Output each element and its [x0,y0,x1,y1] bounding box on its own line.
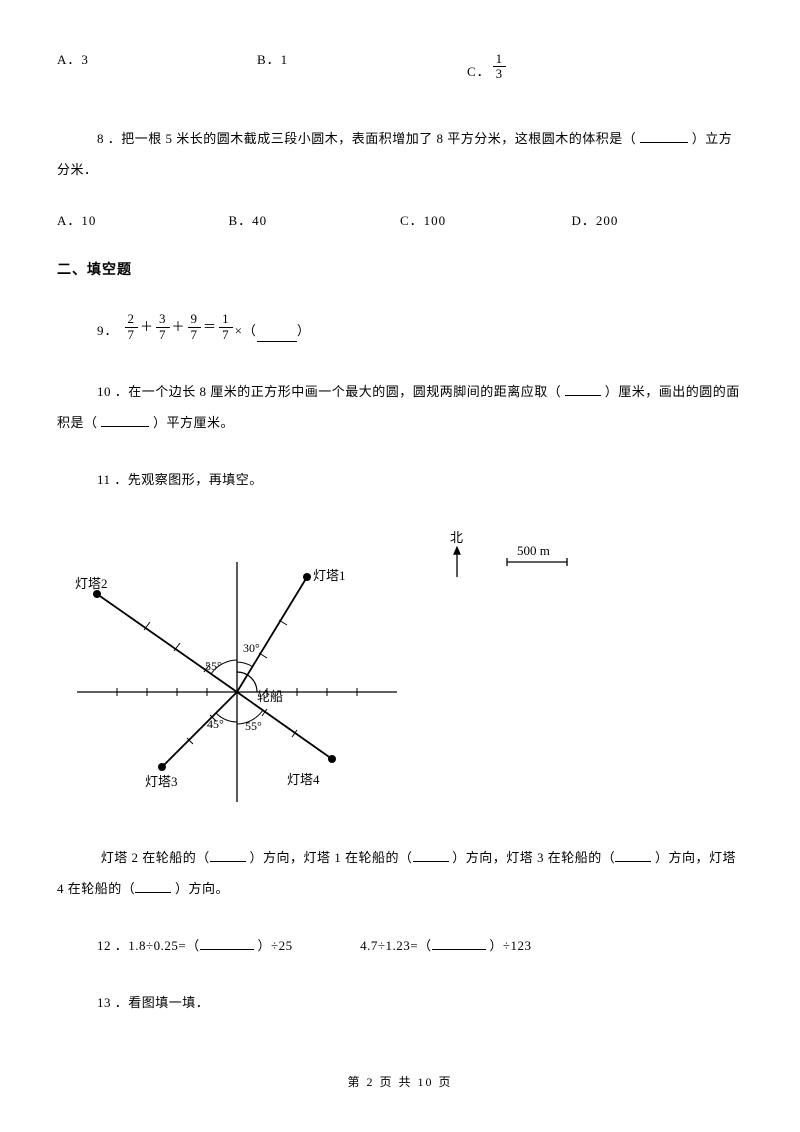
q9: 9． 27 ＋ 37 ＋ 97 ＝ 17 × （ ） [57,312,743,342]
q9-num: 9． [97,321,119,342]
q10-blank2 [101,414,149,427]
q11-diagram: 北 500 m 灯塔1 灯塔2 灯塔3 灯塔4 轮船 30° 55° 45° 5… [57,522,577,822]
q9-f2: 37 [156,312,170,342]
q11b-t3: ）方向，灯塔 3 在轮船的（ [452,850,615,865]
l3-label: 灯塔3 [145,774,178,789]
blank [135,880,171,893]
q8-b: B．40 [229,211,401,232]
q11b-t5: ）方向。 [175,881,229,896]
q13: 13 ．看图填一填． [57,987,743,1018]
page-footer: 第 2 页 共 10 页 [0,1073,800,1092]
eq: ＝ [203,317,217,338]
q7-c-fraction: 1 3 [493,52,507,82]
q9-f4: 17 [219,312,233,342]
q12: 12 ．1.8÷0.25=（ ）÷25 4.7÷1.23=（ ）÷123 [57,930,743,961]
frac-num: 1 [493,52,507,67]
blank [210,849,246,862]
q11-num: 11 [97,472,111,487]
q13-t: ．看图填一填． [115,995,210,1010]
q7-options: A．3 B．1 C． 1 3 [57,50,743,83]
l4-label: 灯塔4 [287,772,320,787]
q11-blanks: 灯塔 2 在轮船的（ ）方向，灯塔 1 在轮船的（ ）方向，灯塔 3 在轮船的（… [57,842,743,904]
q10: 10 ．在一个边长 8 厘米的正方形中画一个最大的圆，圆规两脚间的距离应取（ ）… [57,376,743,438]
q8-blank [640,130,688,143]
q9-blank [257,329,297,342]
q10-t3: ）平方厘米。 [153,415,234,430]
q12-blank1 [200,937,254,950]
paren-r: ） [297,321,311,342]
q9-f1: 27 [125,312,139,342]
q10-blank1 [565,383,601,396]
a55b: 55° [245,719,262,733]
q12-num: 12 [97,938,111,953]
q8-a: A．10 [57,211,229,232]
q8-options: A．10 B．40 C．100 D．200 [57,211,743,232]
q8-text: 8 ．把一根 5 米长的圆木截成三段小圆木，表面积增加了 8 平方分米，这根圆木… [57,123,743,185]
q11-t: ．先观察图形，再填空。 [114,472,263,487]
q13-num: 13 [97,995,111,1010]
q11b-t1: 灯塔 2 在轮船的（ [101,850,210,865]
q9-f3: 97 [188,312,202,342]
times: × [235,321,243,342]
q8-before: ．把一根 5 米长的圆木截成三段小圆木，表面积增加了 8 平方分米，这根圆木的体… [108,131,637,146]
a30: 30° [243,641,260,655]
q12-t3: 4.7÷1.23=（ [360,938,431,953]
l2-label: 灯塔2 [75,576,108,591]
q7-c-prefix: C． [467,62,491,83]
q10-t1: ．在一个边长 8 厘米的正方形中画一个最大的圆，圆规两脚间的距离应取（ [115,384,562,399]
frac-den: 3 [493,67,507,81]
q7-c: C． 1 3 [467,50,506,83]
q7-a: A．3 [57,50,257,71]
q11: 11 ．先观察图形，再填空。 [57,464,743,495]
blank [615,849,651,862]
q12-t4: ）÷123 [489,938,531,953]
q12-t2: ）÷25 [257,938,292,953]
q12-t1: ．1.8÷0.25=（ [115,938,200,953]
blank [413,849,449,862]
paren-l: （ [243,321,257,342]
a55a: 55° [205,659,222,673]
ship-label: 轮船 [257,689,283,704]
diagram-svg: 北 500 m 灯塔1 灯塔2 灯塔3 灯塔4 轮船 30° 55° 45° 5… [57,522,577,822]
plus-1: ＋ [140,317,154,338]
plus-2: ＋ [172,317,186,338]
a45: 45° [207,717,224,731]
section-2-header: 二、填空题 [57,260,743,282]
q8-c: C．100 [400,211,572,232]
l1-label: 灯塔1 [313,568,346,583]
q8-d: D．200 [572,211,744,232]
q7-b: B．1 [257,50,467,71]
q11b-t2: ）方向，灯塔 1 在轮船的（ [250,850,413,865]
north-label: 北 [450,530,463,545]
q10-num: 10 [97,384,111,399]
scale-label: 500 m [517,543,550,558]
q8-num: 8 [97,131,104,146]
q12-blank2 [432,937,486,950]
